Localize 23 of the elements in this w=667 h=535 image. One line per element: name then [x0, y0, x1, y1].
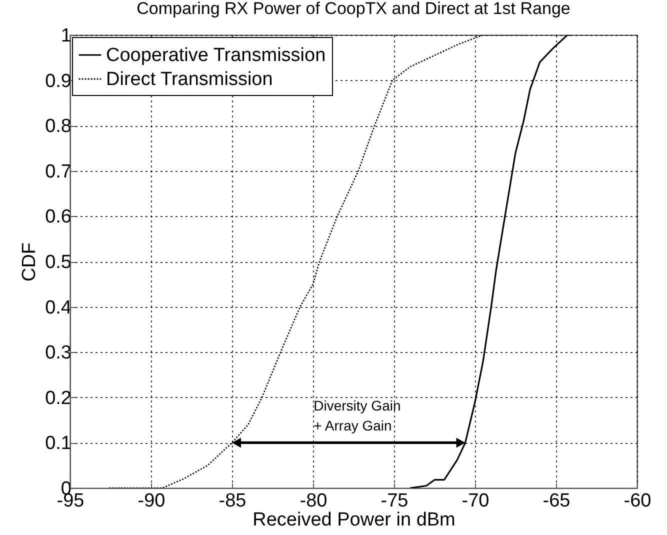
y-tick-label: 0.8	[45, 116, 72, 138]
x-tick-label: -85	[218, 490, 246, 512]
chart-title: Comparing RX Power of CoopTX and Direct at 1st Range	[136, 0, 570, 18]
x-tick-label: -60	[624, 490, 652, 512]
y-tick-label: 0.3	[45, 342, 72, 364]
x-tick-label: -90	[138, 490, 166, 512]
legend-label: Direct Transmission	[106, 69, 273, 90]
y-tick-label: 0.6	[45, 206, 72, 228]
legend-label: Cooperative Transmission	[106, 45, 326, 66]
y-tick-label: 0.9	[45, 70, 72, 92]
annotation: Diversity Gain + Array Gain	[314, 398, 401, 434]
x-tick-label: -65	[542, 490, 570, 512]
y-tick-label: 0.7	[45, 161, 72, 182]
y-tick-label: 0.2	[45, 388, 72, 409]
x-tick-label: -70	[462, 490, 490, 512]
y-axis-title: CDF	[19, 242, 40, 282]
y-tick-label: 0.5	[45, 252, 72, 273]
x-tick-label: -75	[380, 490, 408, 512]
y-tick-label: 0.1	[45, 433, 72, 454]
x-tick-label: -80	[300, 490, 328, 512]
x-axis-title: Received Power in dBm	[252, 510, 456, 530]
y-tick-label: 1	[60, 26, 72, 46]
y-tick-label: 0.4	[45, 297, 72, 318]
